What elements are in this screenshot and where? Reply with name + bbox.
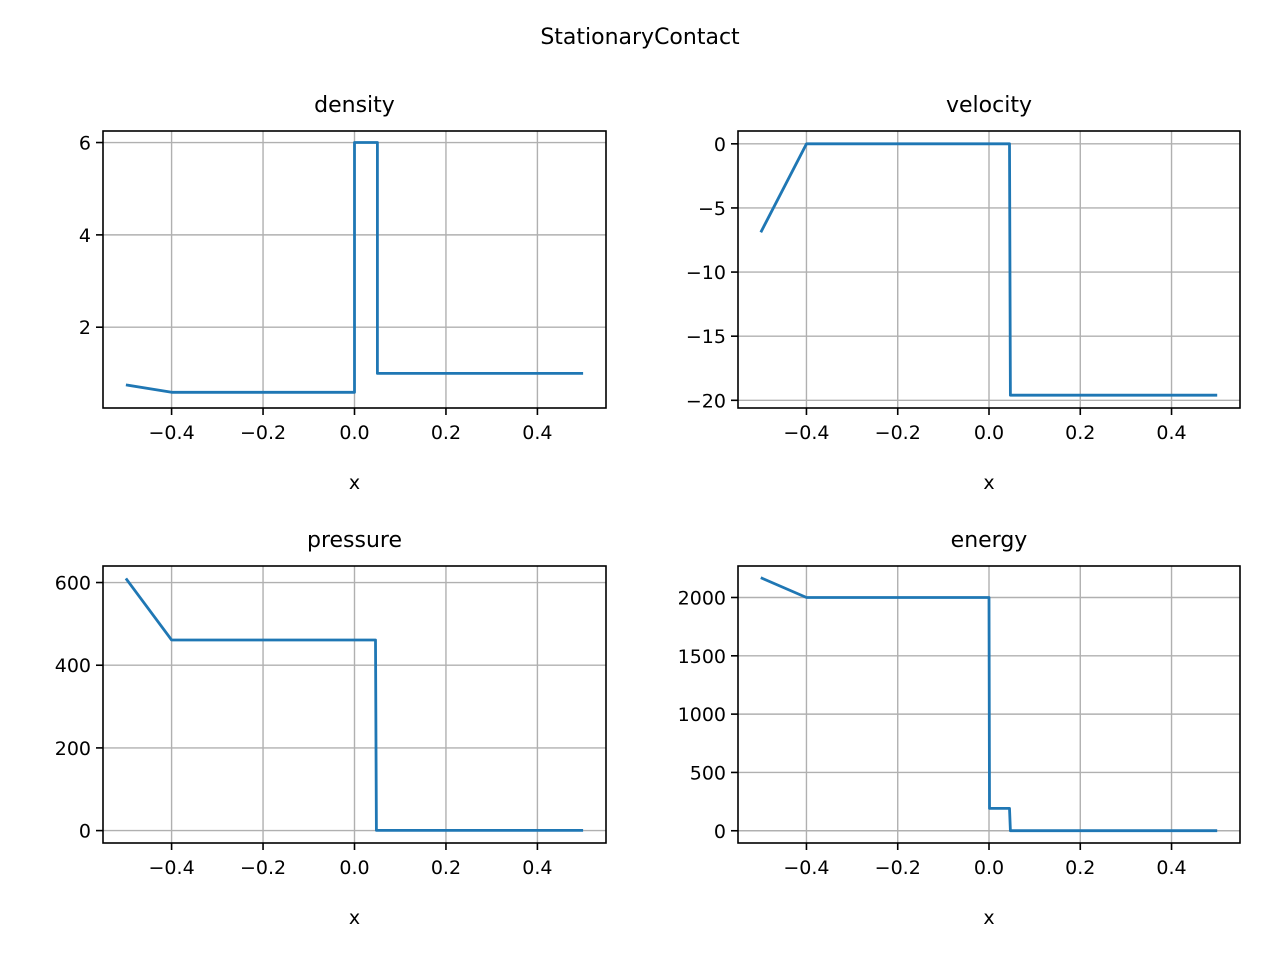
- y-tick-label: 600: [55, 573, 91, 595]
- velocity-panel: velocity x −0.4 −0.2 0.0 0.2 0.4 0 −5 −10 −15 −20: [686, 93, 1241, 494]
- x-tick-label: 0.2: [431, 857, 461, 879]
- x-axis-label: x: [983, 907, 994, 929]
- y-tick-label: 0: [79, 821, 91, 843]
- panel-title: pressure: [307, 528, 402, 553]
- x-tick-label: 0.4: [1156, 857, 1186, 879]
- x-axis-label: x: [983, 472, 994, 494]
- x-tick-label: 0.4: [522, 422, 552, 444]
- panel-title: velocity: [946, 93, 1032, 118]
- x-tick-label: 0.0: [974, 422, 1004, 444]
- x-tick-label: −0.2: [875, 857, 921, 879]
- y-tick-label: 1000: [678, 704, 726, 726]
- y-tick-label: 4: [79, 225, 91, 247]
- x-tick-label: −0.2: [240, 857, 286, 879]
- x-tick-label: 0.2: [1065, 857, 1095, 879]
- x-tick-label: −0.4: [783, 422, 829, 444]
- x-tick-label: −0.4: [149, 857, 195, 879]
- x-tick-label: −0.4: [783, 857, 829, 879]
- x-tick-label: −0.2: [875, 422, 921, 444]
- y-tick-label: 1500: [678, 646, 726, 668]
- y-tick-label: −15: [686, 326, 726, 348]
- x-axis-label: x: [349, 907, 360, 929]
- x-tick-label: 0.4: [522, 857, 552, 879]
- y-tick-label: 6: [79, 133, 91, 155]
- y-tick-label: −10: [686, 262, 726, 284]
- panel-title: energy: [951, 528, 1028, 553]
- series-line: [124, 577, 584, 832]
- x-tick-label: −0.2: [240, 422, 286, 444]
- x-tick-label: 0.2: [431, 422, 461, 444]
- figure-title: StationaryContact: [540, 25, 740, 50]
- x-axis-label: x: [349, 472, 360, 494]
- y-tick-label: −5: [698, 198, 726, 220]
- x-tick-label: −0.4: [149, 422, 195, 444]
- y-tick-label: 0: [714, 134, 726, 156]
- density-panel: density x −0.4 −0.2 0.0 0.2 0.4 2 4 6: [79, 93, 607, 494]
- y-tick-label: 2: [79, 317, 91, 339]
- x-tick-label: 0.0: [339, 857, 369, 879]
- x-tick-label: 0.2: [1065, 422, 1095, 444]
- series-line: [760, 576, 1218, 833]
- y-tick-label: 200: [55, 738, 91, 760]
- pressure-panel: pressure x −0.4 −0.2 0.0 0.2 0.4 0 200 400 600: [55, 528, 607, 929]
- series-line: [125, 141, 584, 394]
- y-tick-label: 500: [690, 762, 726, 784]
- y-tick-label: 0: [714, 821, 726, 843]
- x-tick-label: 0.4: [1156, 422, 1186, 444]
- y-tick-label: 2000: [678, 587, 726, 609]
- energy-panel: energy x −0.4 −0.2 0.0 0.2 0.4 0 500 1000 1500 20…: [678, 528, 1241, 929]
- x-tick-label: 0.0: [974, 857, 1004, 879]
- panel-title: density: [314, 93, 395, 118]
- y-tick-label: −20: [686, 390, 726, 412]
- x-tick-label: 0.0: [339, 422, 369, 444]
- y-tick-label: 400: [55, 655, 91, 677]
- series-line: [759, 142, 1218, 397]
